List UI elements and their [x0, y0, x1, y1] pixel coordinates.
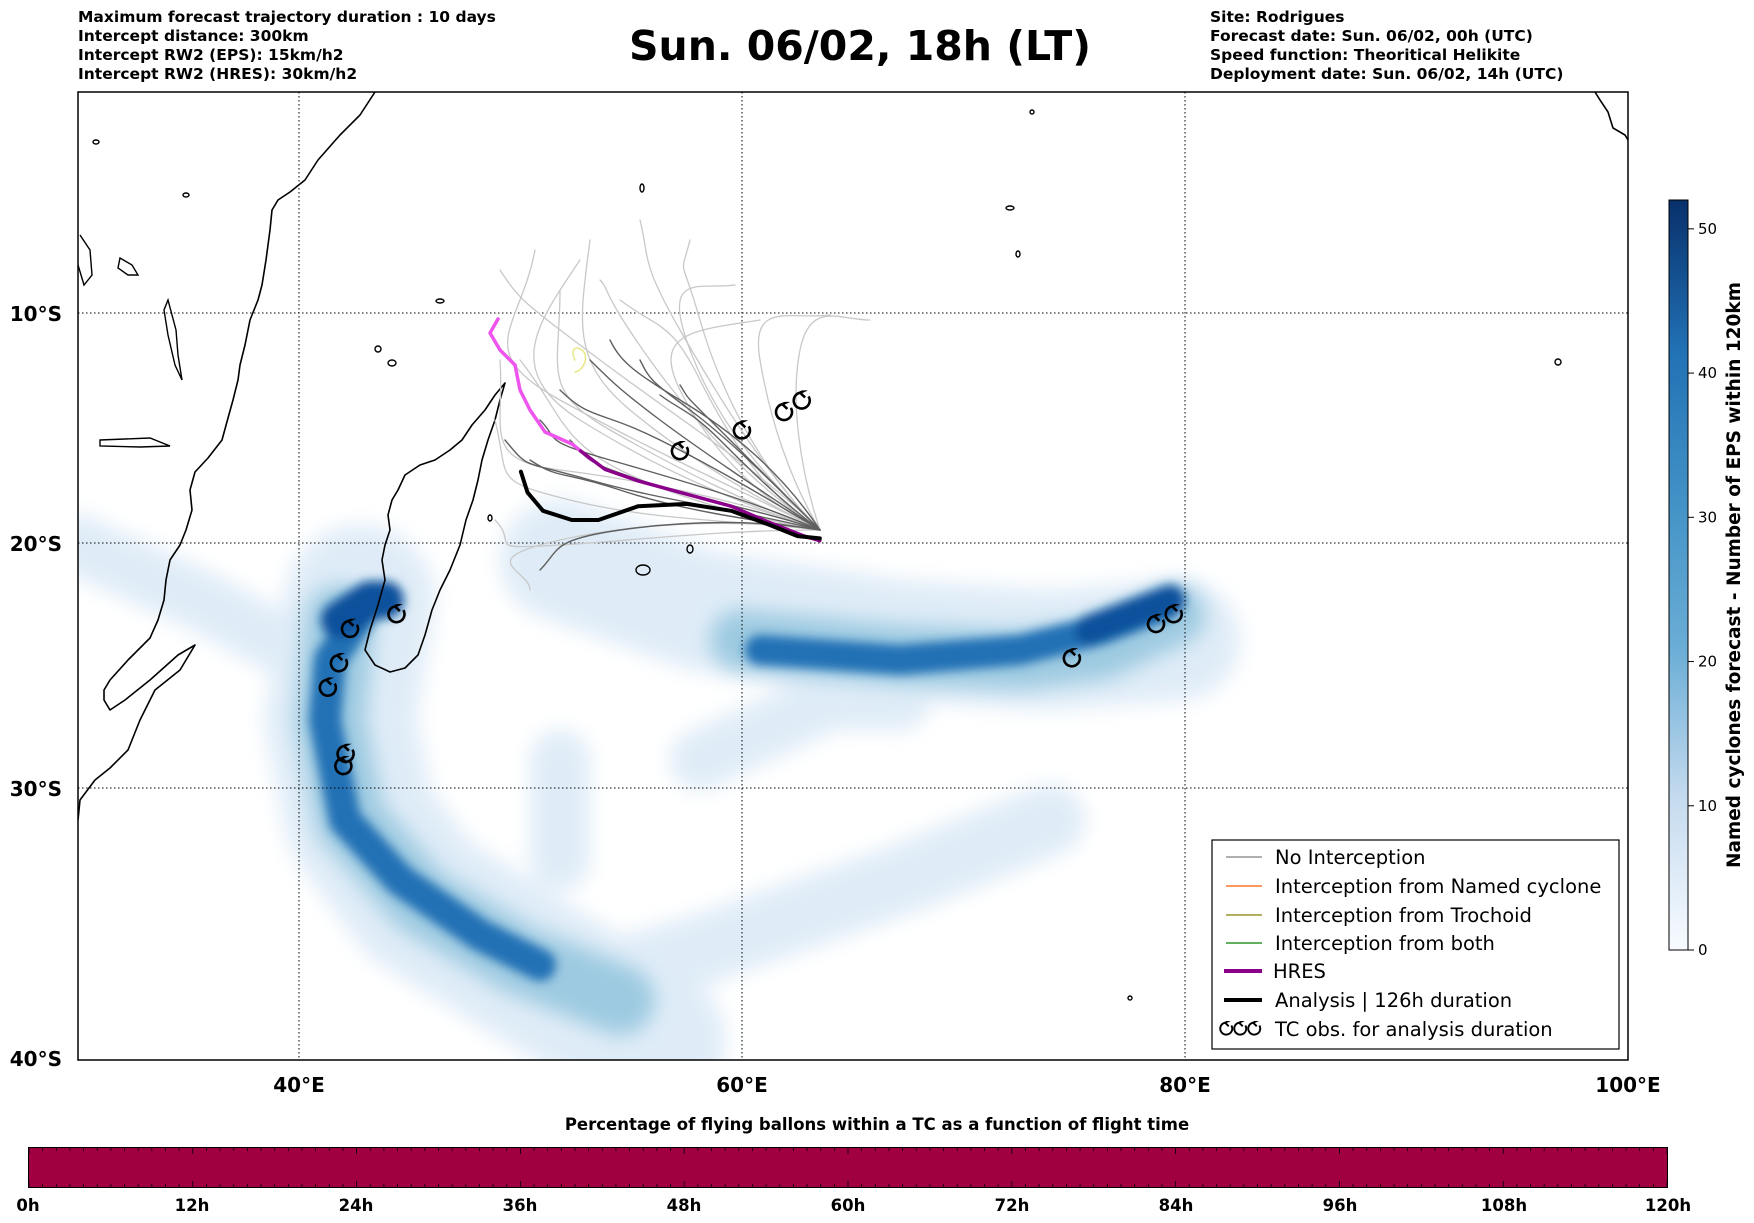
legend-label: HRES — [1273, 960, 1326, 983]
lat-tick-labels: 10°S 20°S 30°S 40°S — [10, 302, 62, 1071]
legend-box — [1211, 839, 1620, 1050]
colorbar-tick-label: 10 — [1698, 797, 1717, 815]
map-frame — [77, 91, 1629, 1061]
analysis-track — [518, 469, 822, 541]
hres-track — [578, 449, 822, 543]
time-label: 96h — [1322, 1196, 1358, 1215]
header-left-line: Intercept distance: 300km — [78, 27, 309, 45]
header-left-info: Maximum forecast trajectory duration : 1… — [78, 8, 496, 84]
colorbar-tick-label: 30 — [1698, 508, 1717, 526]
coastlines — [78, 92, 1628, 1001]
eps-density-field — [78, 500, 1240, 1060]
header-left-line: Intercept RW2 (HRES): 30km/h2 — [78, 65, 358, 83]
colorbar-tick-label: 50 — [1698, 220, 1717, 238]
time-label: 108h — [1480, 1196, 1528, 1215]
time-bar-title: Percentage of flying ballons within a TC… — [564, 1115, 1190, 1134]
time-label: 24h — [338, 1196, 374, 1215]
time-label: 84h — [1158, 1196, 1194, 1215]
legend: No Interception Interception from Named … — [1211, 839, 1620, 1050]
lat-tick-label: 30°S — [10, 777, 62, 801]
colorbar-tick-label: 0 — [1698, 941, 1708, 959]
colorbar-tick-label: 20 — [1698, 653, 1717, 671]
colorbar-tick-label: 40 — [1698, 364, 1717, 382]
lat-tick-label: 40°S — [10, 1047, 62, 1071]
time-label: 60h — [830, 1196, 866, 1215]
header-left-line: Maximum forecast trajectory duration : 1… — [78, 8, 496, 26]
colorbar: 0 10 20 30 40 50 Named cyclones forecast - Nu… — [1668, 199, 1745, 959]
colorbar-gradient — [1668, 199, 1689, 951]
legend-label: No Interception — [1275, 846, 1426, 869]
lon-tick-label: 100°E — [1595, 1073, 1660, 1097]
colorbar-label: Named cyclones forecast - Number of EPS … — [1724, 282, 1745, 868]
time-bar-ticks — [29, 1148, 1667, 1187]
header-left-line: Intercept RW2 (EPS): 15km/h2 — [78, 46, 344, 64]
header-right-line: Site: Rodrigues — [1210, 8, 1345, 26]
header-right-info: Site: Rodrigues Forecast date: Sun. 06/0… — [1210, 8, 1563, 84]
colorbar-ticks: 0 10 20 30 40 50 — [1688, 220, 1717, 959]
time-label: 120h — [1644, 1196, 1692, 1215]
lon-tick-label: 80°E — [1159, 1073, 1211, 1097]
legend-label: TC obs. for analysis duration — [1274, 1018, 1553, 1041]
header-right-line: Speed function: Theoritical Helikite — [1210, 46, 1521, 64]
lon-tick-label: 40°E — [273, 1073, 325, 1097]
legend-label: Interception from Trochoid — [1275, 904, 1532, 927]
time-label: 0h — [16, 1196, 40, 1215]
legend-label: Interception from both — [1275, 932, 1495, 955]
page-title: Sun. 06/02, 18h (LT) — [629, 22, 1091, 70]
graticule — [78, 92, 1628, 1060]
lat-tick-label: 20°S — [10, 532, 62, 556]
time-label: 12h — [174, 1196, 210, 1215]
hres-track-start — [488, 317, 594, 462]
legend-label: Analysis | 126h duration — [1275, 989, 1512, 1012]
time-label: 48h — [666, 1196, 702, 1215]
map-figure: 10°S 20°S 30°S 40°S 40°E 60°E 80°E 100°E… — [10, 91, 1745, 1097]
time-label: 72h — [994, 1196, 1030, 1215]
time-label: 36h — [502, 1196, 538, 1215]
lon-tick-label: 60°E — [716, 1073, 768, 1097]
header-right-line: Forecast date: Sun. 06/02, 00h (UTC) — [1210, 27, 1533, 45]
legend-label: Interception from Named cyclone — [1275, 875, 1601, 898]
lon-tick-labels: 40°E 60°E 80°E 100°E — [273, 1073, 1660, 1097]
time-bar — [28, 1147, 1668, 1188]
lat-tick-label: 10°S — [10, 302, 62, 326]
header-right-line: Deployment date: Sun. 06/02, 14h (UTC) — [1210, 65, 1564, 83]
